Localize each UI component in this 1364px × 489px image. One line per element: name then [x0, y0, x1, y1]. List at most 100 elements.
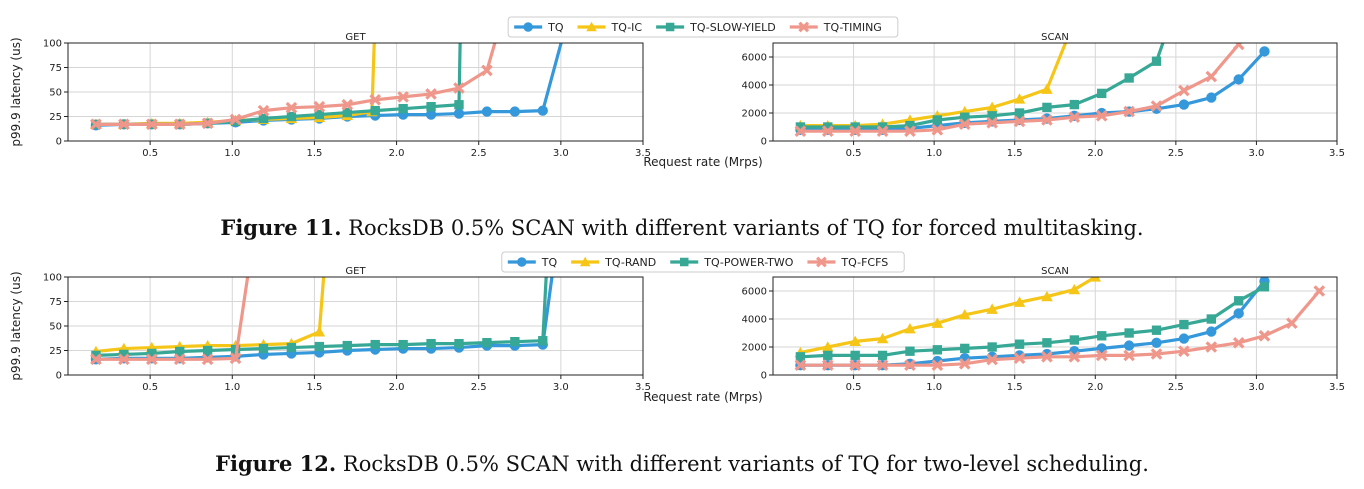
x-tick-label: 1.5 [306, 382, 322, 393]
data-point-tq-fcfs [849, 359, 861, 372]
series-line-tq-power-two [800, 285, 1266, 359]
data-point-tq [1123, 340, 1135, 351]
data-point-tq-timing [1068, 111, 1081, 124]
x-tick-label: 1.5 [1007, 382, 1023, 393]
data-point-tq-power-two [1042, 338, 1052, 348]
data-point-tq-slow-yield [1151, 56, 1162, 66]
figure-11-row: p99.9 latency (us) Request rate (Mrps) 0 25… [9, 16, 1345, 169]
data-point-tq-rand [958, 309, 971, 320]
data-point-tq-timing [1123, 105, 1135, 118]
data-point-tq-timing [1232, 43, 1245, 51]
data-point-tq-slow-yield [426, 102, 436, 112]
data-point-tq-fcfs [958, 357, 971, 370]
y-tick-label: 2000 [742, 343, 767, 354]
chart-panel-get: 0 25 50 75 100 0.5 1.0 1.5 2.0 2.5 3.0 3.5 GET [43, 266, 651, 393]
data-point-tq-fcfs [201, 353, 214, 366]
data-point-tq-power-two [538, 336, 548, 346]
x-tick-label: 1.5 [306, 148, 322, 159]
x-tick-label: 3.0 [1248, 148, 1264, 159]
data-point-tq-slow-yield [258, 113, 269, 124]
y-tick-label: 6000 [742, 287, 767, 298]
x-tick-label: 1.0 [926, 382, 942, 393]
data-point-tq-slow-yield [987, 111, 997, 121]
legend-label-tq: TQ [547, 21, 564, 34]
data-point-tq-power-two [510, 337, 520, 347]
data-point-tq-power-two [823, 350, 833, 361]
data-point-tq-rand [1089, 277, 1102, 282]
data-point-tq-timing [1178, 84, 1190, 97]
data-point-tq-power-two [258, 343, 269, 354]
legend-label-tq-power-two: TQ-POWER-TWO [703, 256, 794, 269]
data-point-tq-timing [849, 125, 861, 138]
data-point-tq [1206, 326, 1217, 337]
data-point-tq-fcfs [1095, 349, 1108, 362]
data-point-tq-fcfs [173, 353, 186, 366]
data-point-tq-fcfs [1286, 317, 1298, 330]
data-point-tq-power-two [795, 352, 806, 362]
data-point-tq-timing [1095, 109, 1108, 122]
x-tick-label: 2.0 [389, 382, 405, 393]
data-point-tq-power-two [482, 337, 492, 348]
data-point-tq-fcfs [876, 359, 889, 372]
data-point-tq-timing [958, 118, 971, 131]
data-point-tq-slow-yield [1069, 99, 1080, 110]
plot-frame [67, 276, 644, 376]
y-tick-label: 25 [49, 346, 62, 357]
data-point-tq-slow-yield [1124, 73, 1134, 83]
y-tick-label: 50 [49, 322, 62, 333]
data-point-tq-timing [904, 125, 916, 138]
legend-label-tq-fcfs: TQ-FCFS [840, 256, 888, 269]
data-point-tq-timing [90, 118, 102, 131]
data-point-tq-timing [313, 100, 326, 113]
data-point-tq [537, 105, 548, 116]
plot-frame [67, 42, 644, 142]
data-point-tq-rand [313, 326, 326, 337]
data-point-tq-rand [1041, 290, 1053, 302]
x-tick-label: 0.5 [846, 148, 862, 159]
y-tick-label: 0 [761, 371, 767, 382]
series-line-tq-rand [95, 277, 326, 354]
data-point-tq-timing [794, 125, 807, 138]
y-tick-label: 4000 [742, 315, 767, 326]
data-point-tq-timing [425, 88, 437, 100]
data-point-tq-rand [931, 317, 944, 328]
x-tick-label: 0.5 [846, 382, 862, 393]
x-tick-label: 2.0 [1087, 382, 1103, 393]
legend-label-tq-timing: TQ-TIMING [823, 21, 882, 34]
data-point-tq-ic [1041, 83, 1053, 94]
data-point-tq-slow-yield [1042, 102, 1052, 113]
data-point-tq-power-two [398, 339, 408, 350]
series-line-tq-fcfs [95, 277, 250, 361]
data-point-tq-slow-yield [454, 100, 464, 110]
data-point-tq [1259, 46, 1270, 57]
data-point-tq-timing [986, 116, 998, 129]
data-point-tq-slow-yield [370, 105, 380, 116]
data-point-tq-timing [397, 91, 409, 103]
x-tick-label: 3.5 [635, 382, 651, 393]
figure-12-caption-label: Figure 12. [215, 451, 337, 476]
plot-frame [772, 42, 1338, 142]
legend-marker-tq-fcfs [816, 256, 827, 268]
chart-panel-scan: 0 2000 4000 6000 0.5 1.0 1.5 2.0 2.5 3.0 3.5 SCAN [742, 32, 1345, 159]
data-point-tq-timing [341, 98, 354, 111]
series-line-tq-rand [800, 277, 1097, 355]
data-point-tq-power-two [1206, 314, 1216, 324]
data-point-tq-slow-yield [1097, 88, 1107, 99]
data-point-tq-power-two [905, 346, 915, 356]
data-point-tq-timing [453, 82, 465, 94]
data-point-tq-power-two [91, 350, 101, 361]
data-point-tq-rand [822, 341, 834, 352]
chart-panel-get: 0 25 50 75 100 0.5 1.0 1.5 2.0 2.5 3.0 3.5 GET [43, 32, 651, 159]
x-tick-label: 3.5 [1329, 148, 1345, 159]
data-point-tq-power-two [1069, 335, 1080, 345]
data-point-tq-fcfs [904, 359, 916, 372]
data-point-tq-fcfs [145, 353, 158, 366]
data-point-tq-slow-yield [795, 122, 806, 132]
x-axis-label: Request rate (Mrps) [643, 390, 762, 404]
data-point-tq-fcfs [1313, 285, 1326, 297]
x-axis-label: Request rate (Mrps) [643, 155, 762, 169]
data-point-tq-rand [904, 323, 916, 334]
data-point-tq-rand [1068, 283, 1081, 295]
x-tick-label: 3.0 [553, 148, 569, 159]
